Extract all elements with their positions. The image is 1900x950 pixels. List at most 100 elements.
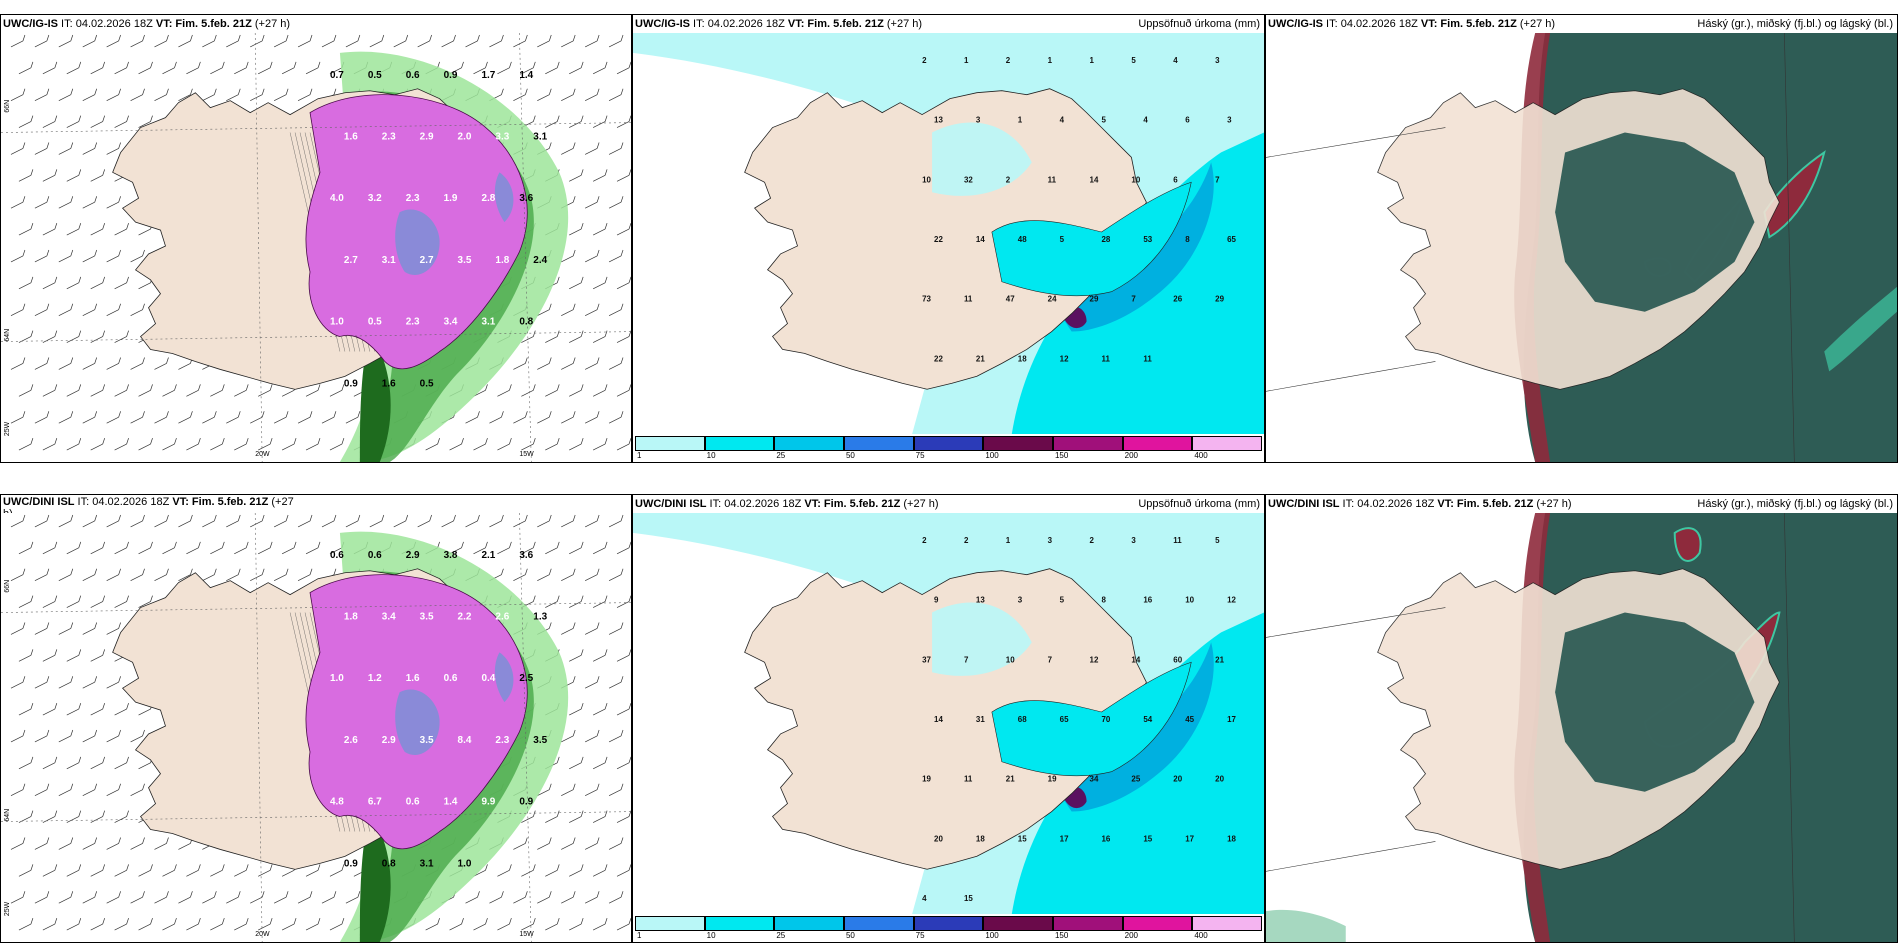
panel-title: UWC/DINI ISL IT: 04.02.2026 18Z VT: Fim.… <box>635 498 939 510</box>
value-label: 5 <box>1215 536 1220 545</box>
colorbar-label: 1 <box>637 451 642 460</box>
panel-title: UWC/IG-IS IT: 04.02.2026 18Z VT: Fim. 5.… <box>1268 18 1556 30</box>
wind-map: 66N 64N 25W 20W 15W 0.7 0.5 0.6 0.9 1.7 1.4 1.6 2.3 2… <box>1 33 631 462</box>
panel-cloud-dini: UWC/DINI ISL IT: 04.02.2026 18Z VT: Fim.… <box>1265 494 1898 943</box>
value-label: 1.6 <box>344 132 358 143</box>
value-label: 65 <box>1060 715 1069 724</box>
colorbar-label: 100 <box>985 931 999 940</box>
value-label: 53 <box>1143 235 1152 244</box>
value-label: 47 <box>1006 295 1015 304</box>
value-label: 10 <box>922 175 931 184</box>
value-label: 0.6 <box>330 550 344 561</box>
value-label: 8.4 <box>458 735 472 746</box>
colorbar-segment <box>774 436 844 451</box>
colorbar-label: 150 <box>1054 931 1069 940</box>
value-label: 60 <box>1173 655 1182 664</box>
value-label: 3.8 <box>444 550 458 561</box>
panel-title: UWC/IG-IS IT: 04.02.2026 18Z VT: Fim. 5.… <box>635 18 923 30</box>
value-label: 54 <box>1143 715 1152 724</box>
lon-label: 15W <box>519 931 534 938</box>
value-label: 22 <box>934 354 943 363</box>
panel-wind-igis: UWC/IG-IS IT: 04.02.2026 18Z VT: Fim. 5.… <box>0 14 632 463</box>
wind-map-svg: 66N 64N 25W 20W 15W 0.7 0.5 0.6 0.9 1.7 1.4 1.6 2.3 2… <box>1 33 631 462</box>
value-label: 5 <box>1131 56 1136 65</box>
value-label: 7 <box>1048 655 1053 664</box>
value-label: 16 <box>1102 834 1111 843</box>
value-label: 1.0 <box>458 858 472 869</box>
value-label: 6.7 <box>368 797 382 808</box>
value-label: 20 <box>934 834 943 843</box>
value-label: 1 <box>1018 116 1023 125</box>
value-label: 7 <box>1131 295 1136 304</box>
value-label: 3.2 <box>368 193 382 204</box>
value-label: 10 <box>1185 596 1194 605</box>
value-label: 1.0 <box>330 317 344 328</box>
colorbar-segment <box>983 916 1053 931</box>
colorbar-label: 200 <box>1124 931 1139 940</box>
value-label: 48 <box>1018 235 1027 244</box>
cloud-map <box>1266 33 1897 462</box>
colorbar-label: 200 <box>1124 451 1139 460</box>
value-label: 37 <box>922 655 931 664</box>
value-label: 15 <box>964 894 973 903</box>
value-label: 0.7 <box>330 70 344 81</box>
colorbar-segment <box>844 916 914 931</box>
lat-label: 66N <box>4 580 11 593</box>
lon-label: 20W <box>255 931 270 938</box>
value-label: 13 <box>934 116 943 125</box>
value-label: 12 <box>1060 354 1069 363</box>
value-label: 2.3 <box>406 193 420 204</box>
value-label: 14 <box>1090 175 1099 184</box>
panel-title: UWC/DINI ISL IT: 04.02.2026 18Z VT: Fim.… <box>1268 498 1572 510</box>
value-label: 29 <box>1090 295 1099 304</box>
value-label: 2.1 <box>481 550 495 561</box>
value-label: 15 <box>1018 834 1027 843</box>
value-label: 3.4 <box>382 612 396 623</box>
value-label: 18 <box>1018 354 1027 363</box>
value-label: 4 <box>1143 116 1148 125</box>
colorbar-label: 25 <box>776 451 786 460</box>
value-label: 3.1 <box>382 255 396 266</box>
value-label: 3.5 <box>420 735 434 746</box>
value-label: 31 <box>976 715 985 724</box>
value-label: 20 <box>1215 775 1224 784</box>
value-label: 11 <box>1048 175 1057 184</box>
lat-label: 25W <box>4 421 11 436</box>
panel-cloud-igis: UWC/IG-IS IT: 04.02.2026 18Z VT: Fim. 5.… <box>1265 14 1898 463</box>
wind-map-svg: 66N 64N 25W 20W 15W 0.6 0.6 2.9 3.8 2.1 3.6 1.8 3.4 3… <box>1 513 631 942</box>
value-label: 12 <box>1090 655 1099 664</box>
panel-subtitle: Háský (gr.), miðský (fj.bl.) og lágský (… <box>1697 18 1893 30</box>
cloud-map <box>1266 513 1897 942</box>
value-label: 2.9 <box>406 550 420 561</box>
value-label: 28 <box>1102 235 1111 244</box>
wind-map: 66N 64N 25W 20W 15W 0.6 0.6 2.9 3.8 2.1 3.6 1.8 3.4 3… <box>1 513 631 942</box>
value-label: 1.6 <box>382 378 396 389</box>
colorbar-segment <box>913 916 984 931</box>
value-label: 11 <box>1143 354 1152 363</box>
value-label: 3 <box>1227 116 1232 125</box>
value-label: 73 <box>922 295 931 304</box>
value-label: 68 <box>1018 715 1027 724</box>
value-label: 2.3 <box>382 132 396 143</box>
value-label: 2.3 <box>495 735 509 746</box>
value-label: 11 <box>1173 536 1182 545</box>
value-label: 0.5 <box>368 317 382 328</box>
colorbar-segment <box>983 436 1053 451</box>
colorbar-segment <box>635 916 705 931</box>
value-label: 19 <box>922 775 931 784</box>
colorbar-label: 10 <box>706 931 716 940</box>
value-label: 3.4 <box>444 317 458 328</box>
value-label: 0.9 <box>444 70 458 81</box>
value-label: 0.6 <box>368 550 382 561</box>
colorbar-label: 400 <box>1194 451 1208 460</box>
value-label: 1 <box>1006 536 1011 545</box>
value-label: 34 <box>1090 775 1099 784</box>
colorbar-segment <box>1053 436 1123 451</box>
colorbar-segment <box>1192 916 1262 931</box>
colorbar-label: 10 <box>706 451 716 460</box>
value-label: 9 <box>934 596 939 605</box>
value-label: 2 <box>922 56 927 65</box>
value-label: 2.5 <box>519 673 533 684</box>
value-label: 2.0 <box>458 132 472 143</box>
value-label: 18 <box>976 834 985 843</box>
